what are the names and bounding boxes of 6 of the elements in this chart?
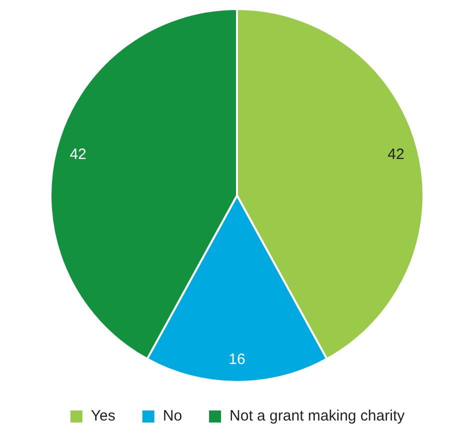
legend-label: Not a grant making charity — [230, 408, 406, 425]
data-label: 42 — [70, 146, 86, 163]
data-label: 16 — [228, 350, 246, 368]
legend-label: Yes — [90, 408, 116, 425]
data-label: 42 — [388, 146, 404, 163]
legend-label: No — [162, 408, 182, 425]
